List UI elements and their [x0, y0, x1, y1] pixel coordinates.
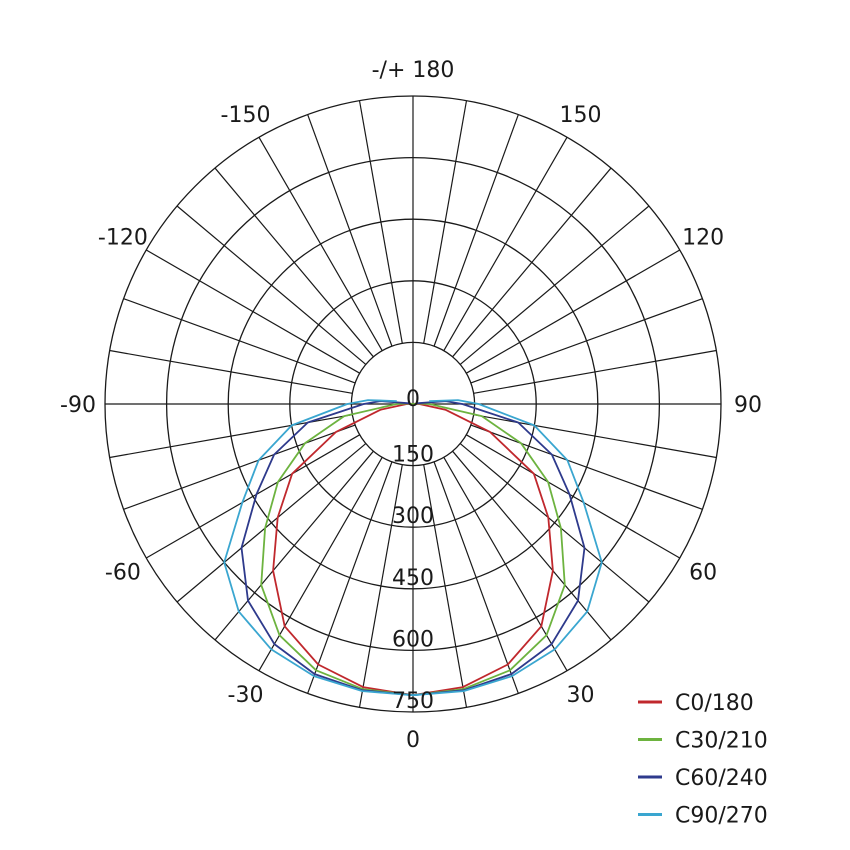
legend-label: C0/180 [675, 691, 754, 716]
angle-label: -90 [60, 393, 96, 418]
grid-spoke [459, 443, 650, 603]
grid-spoke [176, 443, 367, 603]
angle-label: 0 [406, 728, 420, 753]
angle-label: 150 [560, 103, 602, 128]
angle-label: -60 [105, 561, 141, 586]
grid-spoke [466, 434, 681, 559]
grid-spoke [433, 461, 519, 694]
grid-spoke [145, 249, 360, 374]
grid-spoke [358, 464, 403, 708]
grid-spoke [433, 114, 519, 347]
angle-label: -120 [98, 226, 148, 251]
angle-label: -150 [221, 103, 271, 128]
angle-label: 90 [734, 393, 762, 418]
grid-spoke [258, 136, 383, 351]
grid-spoke [358, 100, 403, 344]
grid-spoke [307, 114, 393, 347]
grid-spoke [123, 298, 356, 384]
grid-spoke [459, 205, 650, 365]
radial-tick-label: 150 [392, 443, 434, 468]
radial-tick-label: 750 [392, 689, 434, 714]
series-curve-C90-270 [223, 399, 603, 697]
radial-tick-label: 300 [392, 504, 434, 529]
angle-label: -/+ 180 [372, 58, 455, 83]
grid-spoke [452, 167, 612, 358]
grid-spoke [443, 136, 568, 351]
grid-spoke [423, 100, 468, 344]
angle-label: 60 [689, 561, 717, 586]
angle-label: -30 [228, 683, 264, 708]
grid-spoke [466, 249, 681, 374]
grid-spoke [473, 349, 717, 394]
angle-label: 30 [567, 683, 595, 708]
angle-label: 120 [682, 226, 724, 251]
legend-label: C60/240 [675, 766, 768, 791]
radial-tick-label: 450 [392, 566, 434, 591]
grid-spoke [470, 298, 703, 384]
grid-spoke [470, 424, 703, 510]
grid-spoke [443, 457, 568, 672]
grid-spoke [214, 450, 374, 641]
legend-label: C90/270 [675, 804, 768, 829]
grid-spoke [123, 424, 356, 510]
grid-spoke [307, 461, 393, 694]
grid-spoke [176, 205, 367, 365]
grid-spoke [214, 167, 374, 358]
radial-tick-label: 0 [406, 387, 420, 412]
grid-spoke [423, 464, 468, 708]
grid-spoke [109, 349, 353, 394]
legend-label: C30/210 [675, 729, 768, 754]
grid-spoke [258, 457, 383, 672]
legend: C0/180 C30/210 C60/240 C90/270 [638, 691, 768, 829]
grid-spoke [452, 450, 612, 641]
grid-spoke [145, 434, 360, 559]
radial-tick-label: 600 [392, 627, 434, 652]
